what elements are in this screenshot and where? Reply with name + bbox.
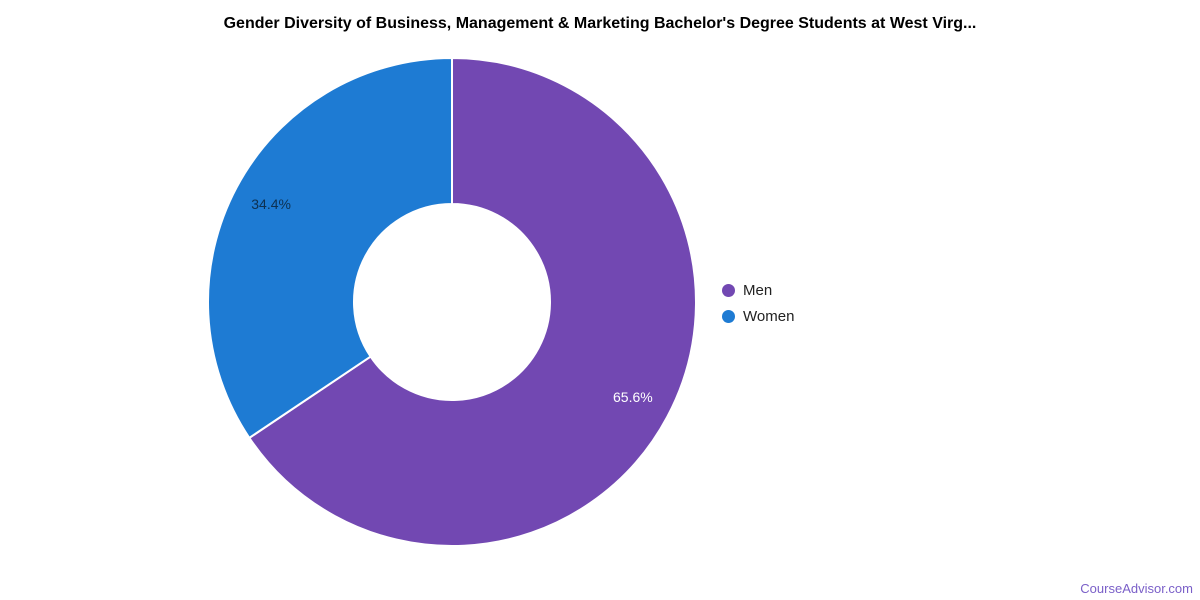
slice-label-women: 34.4%	[251, 196, 291, 212]
watermark-link[interactable]: CourseAdvisor.com	[1080, 581, 1193, 596]
pie-slice-women[interactable]	[207, 57, 453, 439]
chart-legend: Men Women	[722, 277, 794, 329]
legend-item-women: Women	[722, 303, 794, 329]
chart-title: Gender Diversity of Business, Management…	[223, 15, 977, 32]
slice-label-men: 65.6%	[613, 389, 653, 405]
legend-swatch-women	[722, 309, 735, 323]
legend-item-men: Men	[722, 277, 794, 303]
pie-slice-men[interactable]	[248, 57, 697, 547]
legend-swatch-men	[722, 283, 735, 297]
legend-label-men: Men	[743, 281, 773, 299]
legend-label-women: Women	[743, 307, 795, 325]
